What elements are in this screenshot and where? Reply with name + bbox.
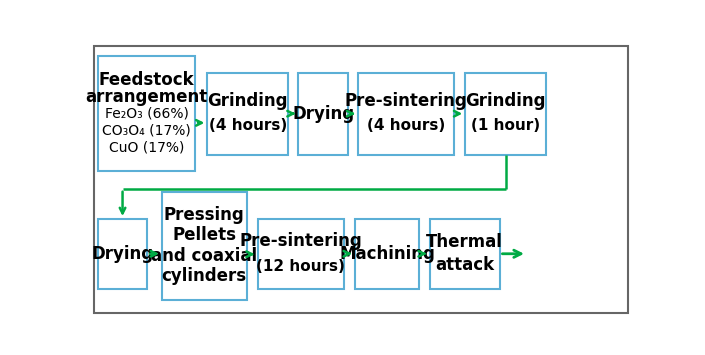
Text: Feedstock: Feedstock bbox=[99, 71, 195, 89]
FancyBboxPatch shape bbox=[358, 73, 453, 155]
Text: Pre-sintering: Pre-sintering bbox=[345, 92, 467, 110]
Text: CO₃O₄ (17%): CO₃O₄ (17%) bbox=[102, 124, 191, 138]
FancyBboxPatch shape bbox=[465, 73, 546, 155]
FancyBboxPatch shape bbox=[98, 56, 195, 171]
FancyBboxPatch shape bbox=[257, 219, 344, 289]
Text: Drying: Drying bbox=[292, 105, 354, 123]
Text: Pre-sintering: Pre-sintering bbox=[239, 233, 362, 251]
FancyBboxPatch shape bbox=[355, 219, 419, 289]
FancyBboxPatch shape bbox=[207, 73, 288, 155]
Text: Grinding: Grinding bbox=[207, 92, 288, 110]
Text: attack: attack bbox=[435, 256, 494, 274]
Text: (4 hours): (4 hours) bbox=[209, 119, 287, 133]
Text: CuO (17%): CuO (17%) bbox=[109, 141, 184, 154]
Text: Machining: Machining bbox=[339, 245, 435, 263]
FancyBboxPatch shape bbox=[298, 73, 348, 155]
Text: arrangement: arrangement bbox=[85, 88, 208, 106]
Text: cylinders: cylinders bbox=[161, 267, 247, 285]
Text: Fe₂O₃ (66%): Fe₂O₃ (66%) bbox=[104, 106, 188, 121]
FancyBboxPatch shape bbox=[429, 219, 500, 289]
FancyBboxPatch shape bbox=[94, 46, 628, 313]
FancyBboxPatch shape bbox=[98, 219, 147, 289]
Text: Grinding: Grinding bbox=[465, 92, 546, 110]
Text: Pressing: Pressing bbox=[164, 206, 245, 224]
FancyBboxPatch shape bbox=[162, 192, 247, 300]
Text: and coaxial: and coaxial bbox=[151, 247, 257, 265]
Text: (12 hours): (12 hours) bbox=[256, 258, 345, 274]
Text: (4 hours): (4 hours) bbox=[367, 119, 445, 133]
Text: Drying: Drying bbox=[92, 245, 154, 263]
Text: Thermal: Thermal bbox=[426, 233, 503, 251]
Text: Pellets: Pellets bbox=[172, 226, 236, 244]
Text: (1 hour): (1 hour) bbox=[471, 119, 540, 133]
